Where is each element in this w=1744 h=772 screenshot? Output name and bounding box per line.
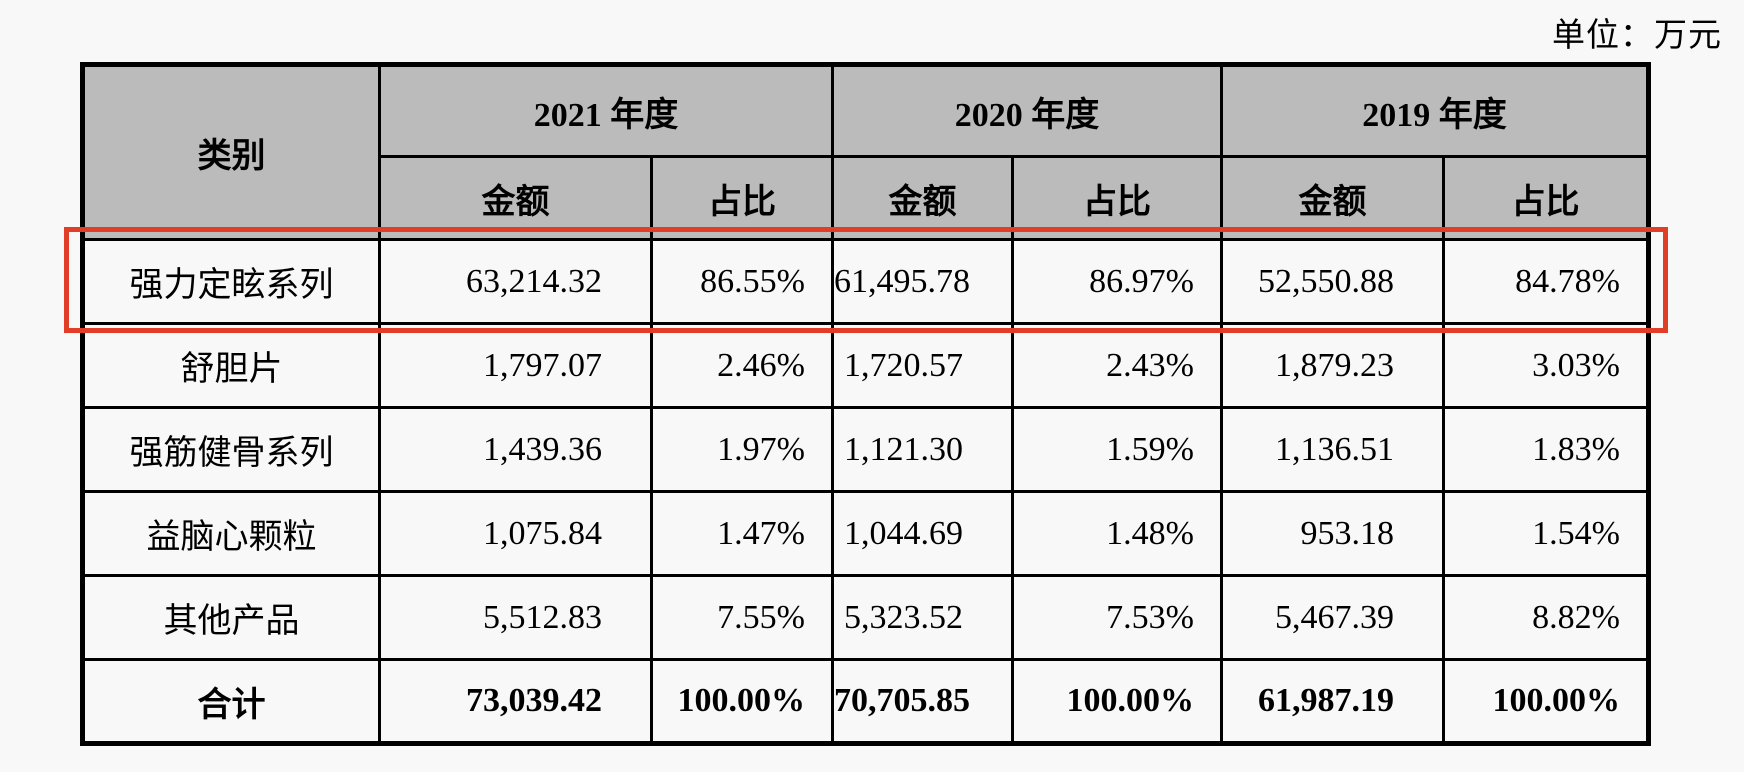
category-cell: 强力定眩系列 bbox=[81, 238, 381, 325]
table-row: 强筋健骨系列 1,439.36 1.97% 1,121.30 1.59% 1,1… bbox=[81, 406, 1650, 493]
table-row: 舒胆片 1,797.07 2.46% 1,720.57 2.43% 1,879.… bbox=[81, 322, 1650, 409]
header-amount-2019: 金额 bbox=[1220, 155, 1445, 241]
table-row-highlighted: 强力定眩系列 63,214.32 86.55% 61,495.78 86.97%… bbox=[81, 238, 1650, 325]
header-row-subheaders: 金额 占比 金额 占比 金额 占比 bbox=[83, 155, 1650, 241]
ratio-cell-2019: 1.83% bbox=[1442, 406, 1650, 493]
ratio-cell-2021: 1.47% bbox=[650, 490, 834, 577]
header-ratio-2020: 占比 bbox=[1011, 155, 1223, 241]
amount-cell-2019: 5,467.39 bbox=[1220, 574, 1445, 661]
amount-cell-2021: 5,512.83 bbox=[378, 574, 653, 661]
unit-label: 单位：万元 bbox=[1552, 18, 1722, 54]
amount-cell-2021: 1,797.07 bbox=[378, 322, 653, 409]
ratio-cell-2020: 2.43% bbox=[1011, 322, 1223, 409]
amount-cell-2020: 1,044.69 bbox=[831, 490, 1014, 577]
ratio-cell-2020: 86.97% bbox=[1011, 238, 1223, 325]
ratio-cell-2019: 84.78% bbox=[1442, 238, 1650, 325]
header-ratio-2021: 占比 bbox=[650, 155, 834, 241]
total-label-cell: 合计 bbox=[81, 658, 381, 745]
amount-cell-2019: 1,136.51 bbox=[1220, 406, 1445, 493]
amount-cell-2019: 52,550.88 bbox=[1220, 238, 1445, 325]
amount-cell-2021: 63,214.32 bbox=[378, 238, 653, 325]
amount-cell-2020: 5,323.52 bbox=[831, 574, 1014, 661]
category-cell: 强筋健骨系列 bbox=[81, 406, 381, 493]
category-cell: 其他产品 bbox=[81, 574, 381, 661]
total-amount-cell-2020: 70,705.85 bbox=[831, 658, 1014, 745]
header-amount-2021: 金额 bbox=[378, 155, 653, 241]
amount-cell-2021: 1,075.84 bbox=[378, 490, 653, 577]
ratio-cell-2020: 7.53% bbox=[1011, 574, 1223, 661]
ratio-cell-2021: 1.97% bbox=[650, 406, 834, 493]
category-cell: 益脑心颗粒 bbox=[81, 490, 381, 577]
header-row-years: 类别 2021 年度 2020 年度 2019 年度 bbox=[81, 63, 1650, 241]
total-row: 合计 73,039.42 100.00% 70,705.85 100.00% 6… bbox=[81, 658, 1650, 745]
total-ratio-cell-2019: 100.00% bbox=[1442, 658, 1650, 745]
header-ratio-2019: 占比 bbox=[1442, 155, 1650, 241]
total-ratio-cell-2020: 100.00% bbox=[1011, 658, 1223, 745]
header-category: 类别 bbox=[81, 63, 381, 241]
table-row: 益脑心颗粒 1,075.84 1.47% 1,044.69 1.48% 953.… bbox=[81, 490, 1650, 577]
header-amount-2020: 金额 bbox=[831, 155, 1014, 241]
ratio-cell-2021: 7.55% bbox=[650, 574, 834, 661]
amount-cell-2020: 61,495.78 bbox=[831, 238, 1014, 325]
amount-cell-2019: 1,879.23 bbox=[1220, 322, 1445, 409]
header-year-2020: 2020 年度 bbox=[831, 63, 1223, 158]
ratio-cell-2021: 2.46% bbox=[650, 322, 834, 409]
category-cell: 舒胆片 bbox=[81, 322, 381, 409]
ratio-cell-2020: 1.48% bbox=[1011, 490, 1223, 577]
amount-cell-2020: 1,121.30 bbox=[831, 406, 1014, 493]
total-ratio-cell-2021: 100.00% bbox=[650, 658, 834, 745]
header-year-2021: 2021 年度 bbox=[378, 63, 834, 158]
ratio-cell-2019: 1.54% bbox=[1442, 490, 1650, 577]
ratio-cell-2020: 1.59% bbox=[1011, 406, 1223, 493]
amount-cell-2020: 1,720.57 bbox=[831, 322, 1014, 409]
ratio-cell-2019: 3.03% bbox=[1442, 322, 1650, 409]
total-amount-cell-2019: 61,987.19 bbox=[1220, 658, 1445, 745]
amount-cell-2021: 1,439.36 bbox=[378, 406, 653, 493]
table-row: 其他产品 5,512.83 7.55% 5,323.52 7.53% 5,467… bbox=[81, 574, 1650, 661]
ratio-cell-2021: 86.55% bbox=[650, 238, 834, 325]
ratio-cell-2019: 8.82% bbox=[1442, 574, 1650, 661]
amount-cell-2019: 953.18 bbox=[1220, 490, 1445, 577]
total-amount-cell-2021: 73,039.42 bbox=[378, 658, 653, 745]
header-year-2019: 2019 年度 bbox=[1220, 63, 1650, 158]
revenue-by-product-table: 类别 2021 年度 2020 年度 2019 年度 金额 占比 金额 占比 金… bbox=[80, 62, 1651, 746]
